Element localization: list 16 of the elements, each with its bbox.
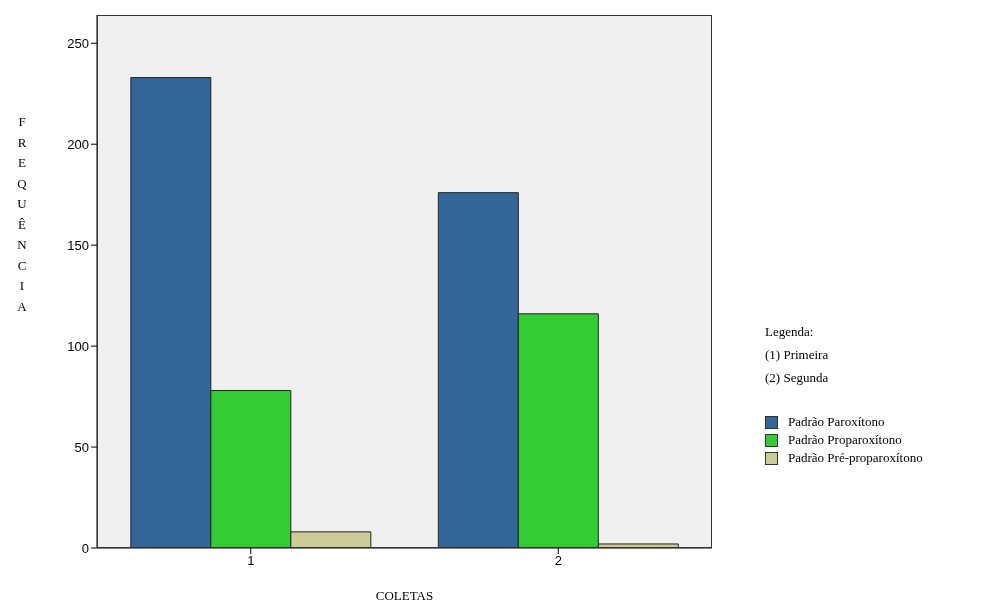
text: (2) Segunda — [765, 369, 830, 387]
y-tick-label: 100 — [67, 338, 89, 354]
text: FREQUÊNCIA — [17, 114, 27, 314]
legend-label: Padrão Pré-proparoxítono — [788, 450, 923, 466]
x-tick-label: 2 — [554, 553, 562, 569]
x-axis-title: COLETAS — [375, 588, 434, 603]
text: Legenda: — [765, 323, 815, 341]
text: (1) Primeira — [765, 346, 830, 364]
y-tick-label: 150 — [67, 237, 89, 253]
x-tick-label: 1 — [247, 553, 255, 569]
y-tick-label: 50 — [74, 439, 89, 455]
legend-label: Padrão Paroxítono — [788, 414, 885, 430]
y-tick-label: 250 — [67, 35, 89, 51]
legend-label: Padrão Proparoxítono — [788, 432, 902, 448]
y-tick-label: 0 — [81, 540, 89, 556]
y-tick-label: 200 — [67, 136, 89, 152]
